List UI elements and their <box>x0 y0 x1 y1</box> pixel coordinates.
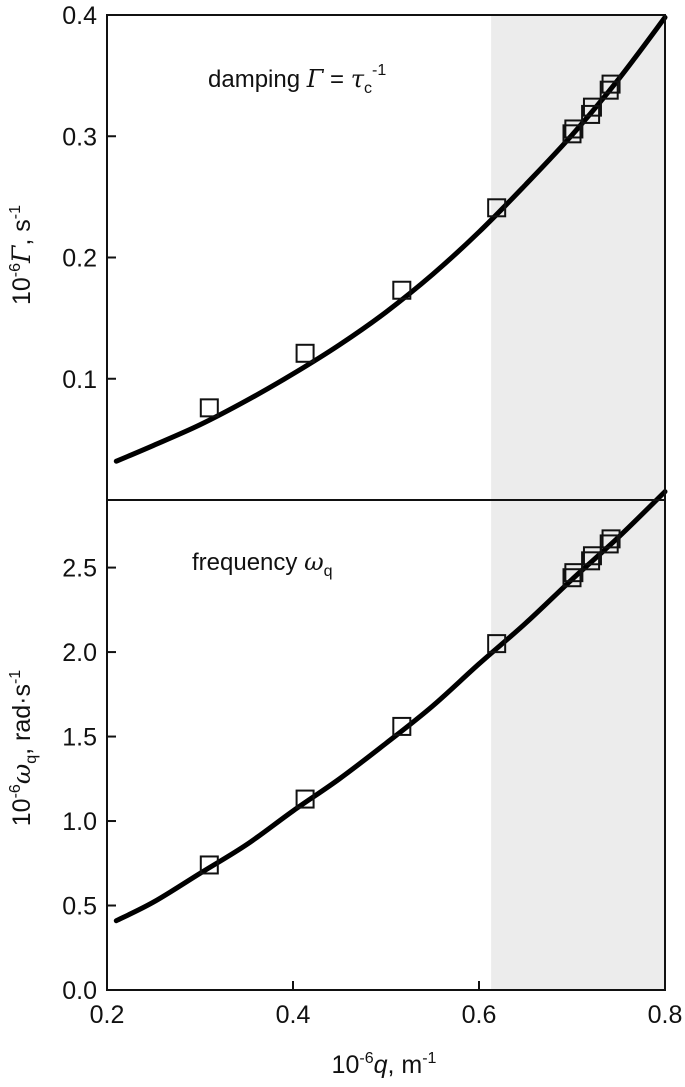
top-y-axis-title: 10-6Γ, s-1 <box>7 205 36 305</box>
data-point-square <box>601 529 621 549</box>
data-point-square <box>562 568 582 588</box>
bottom-y-ticks: 0.0 0.5 1.0 1.5 2.0 2.5 <box>62 555 116 1005</box>
y-tick-label: 0.5 <box>62 893 97 921</box>
top-annotation: damping Γ = τc-1 <box>208 62 386 97</box>
damping-panel: 0.1 0.2 0.3 0.4 damping Γ = τc-1 10-6Γ, s-1 <box>7 2 668 500</box>
y-tick-label: 0.0 <box>62 977 97 1005</box>
y-tick-label: 0.1 <box>62 366 97 394</box>
top-fit-curve <box>113 14 668 464</box>
data-point-square <box>564 119 584 139</box>
x-tick-label: 0.2 <box>90 1001 125 1029</box>
bottom-y-axis-title: 10-6ωq, rad·s-1 <box>7 670 40 827</box>
data-point-square <box>581 104 601 124</box>
x-tick-label: 0.6 <box>462 1001 497 1029</box>
bottom-data-points <box>199 529 621 875</box>
y-tick-label: 2.0 <box>62 639 97 667</box>
data-point-square <box>582 546 602 566</box>
y-tick-label: 0.2 <box>62 245 97 273</box>
x-tick-label: 0.8 <box>648 1001 683 1029</box>
bottom-annotation: frequency ωq <box>192 548 333 580</box>
top-data-points <box>199 74 621 418</box>
data-point-square <box>582 97 602 117</box>
bottom-x-ticks: 0.2 0.4 0.6 0.8 <box>90 981 683 1029</box>
data-point-square <box>564 563 584 583</box>
top-shaded-region <box>491 15 665 500</box>
data-point-square <box>562 124 582 144</box>
y-tick-label: 2.5 <box>62 555 97 583</box>
bottom-plot-frame <box>106 499 666 991</box>
data-point-square <box>599 534 619 554</box>
frequency-panel: 0.0 0.5 1.0 1.5 2.0 2.5 0.2 0.4 0.6 0.8 frequenc… <box>7 489 683 1079</box>
data-point-square <box>599 80 619 100</box>
y-tick-label: 1.5 <box>62 724 97 752</box>
data-point-square <box>392 716 412 736</box>
data-point-square <box>295 789 315 809</box>
x-axis-title: 10-6q, m-1 <box>332 1050 437 1079</box>
data-point-square <box>581 551 601 571</box>
data-point-square <box>199 398 219 418</box>
y-tick-label: 1.0 <box>62 808 97 836</box>
data-point-square <box>295 343 315 363</box>
x-tick-label: 0.4 <box>276 1001 311 1029</box>
data-point-square <box>601 74 621 94</box>
data-point-square <box>392 280 412 300</box>
y-tick-label: 0.3 <box>62 123 97 151</box>
data-point-square <box>487 634 507 654</box>
data-point-square <box>199 855 219 875</box>
y-tick-label: 0.4 <box>62 2 97 30</box>
data-point-square <box>487 198 507 218</box>
